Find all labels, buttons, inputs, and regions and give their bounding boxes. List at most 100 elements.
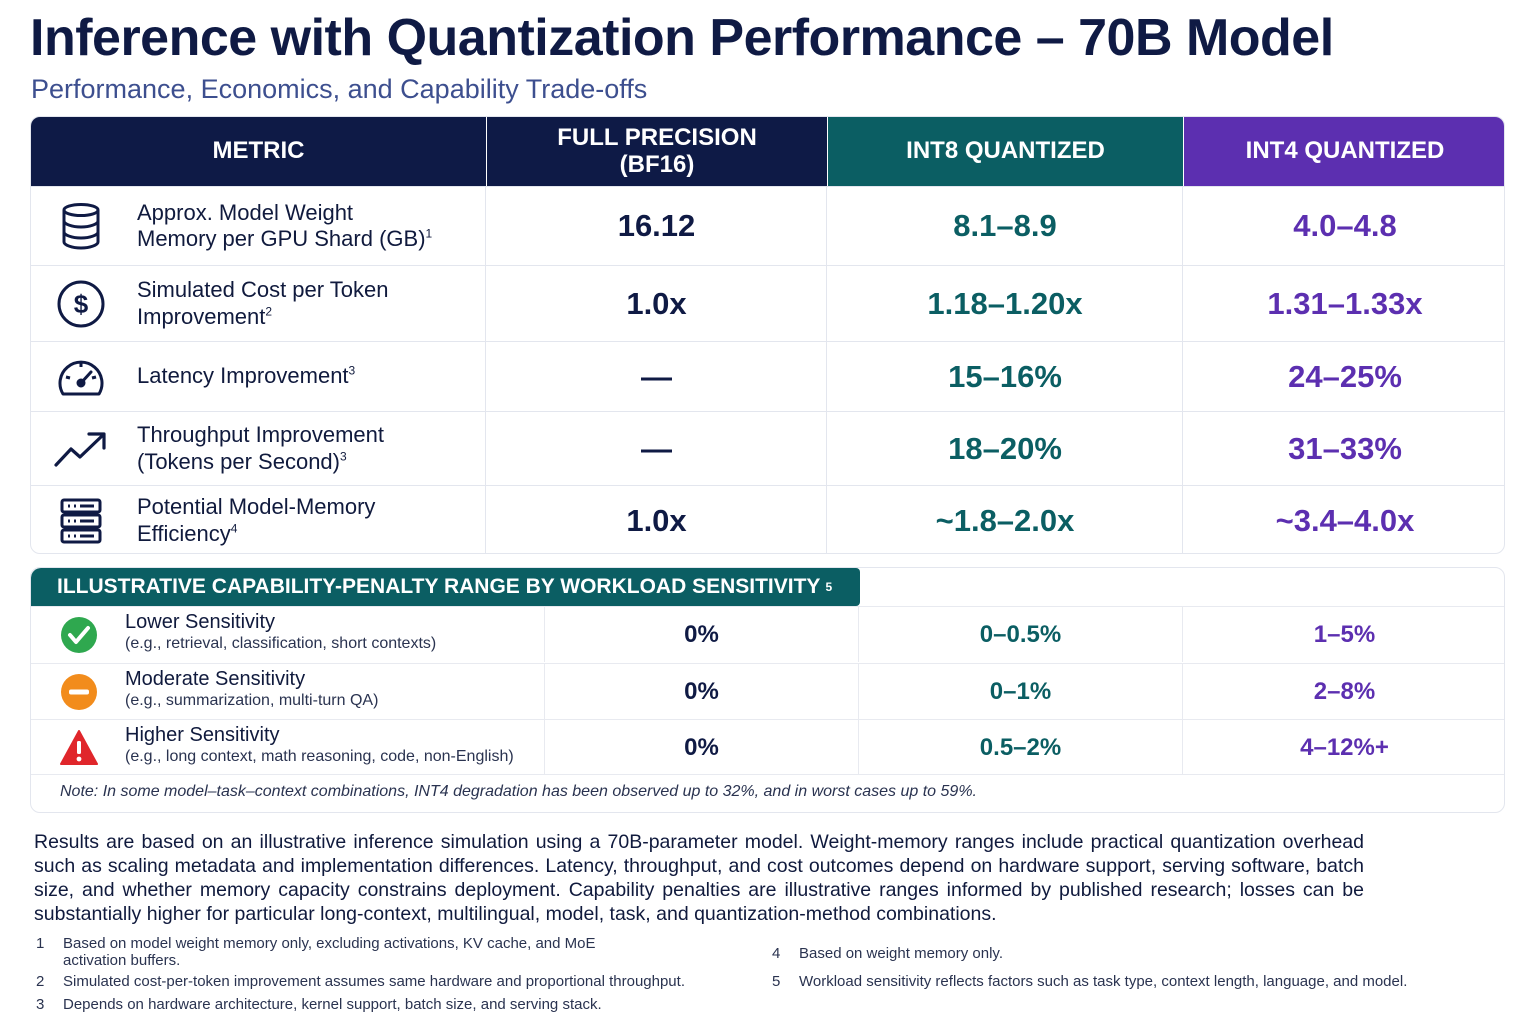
int4-penalty: 4–12%+ <box>1300 733 1389 761</box>
int4-penalty: 2–8% <box>1313 677 1376 705</box>
footnote-text: Based on model weight memory only, exclu… <box>63 935 596 969</box>
int8-penalty: 0.5–2% <box>859 720 1183 775</box>
capability-note: Note: In some model–task–context combina… <box>60 783 977 800</box>
table-row: Approx. Model Weight Memory per GPU Shar… <box>31 186 1504 265</box>
footnote-text: Workload sensitivity reflects factors su… <box>799 973 1408 990</box>
server-icon <box>53 493 109 549</box>
full-precision-value: 1.0x <box>487 486 827 553</box>
int8-penalty: 0–0.5% <box>859 607 1183 662</box>
database-icon <box>53 198 109 254</box>
int4-value: 1.31–1.33x <box>1267 285 1423 321</box>
sensitivity-cell: Moderate Sensitivity (e.g., summarizatio… <box>31 664 545 719</box>
metric-label-line2: (Tokens per Second) <box>137 448 340 474</box>
metric-label: Throughput Improvement (Tokens per Secon… <box>137 422 384 475</box>
metric-label: Latency Improvement3 <box>137 363 355 389</box>
sensitivity-row: Moderate Sensitivity (e.g., summarizatio… <box>31 663 1504 719</box>
full-precision-value: 1.0x <box>487 266 827 341</box>
sensitivity-desc: (e.g., summarization, multi-turn QA) <box>125 692 379 709</box>
speedometer-icon <box>53 349 109 405</box>
footnote-ref: 3 <box>348 363 356 378</box>
metric-label-line2: Efficiency <box>137 520 231 546</box>
metric-label: Approx. Model Weight Memory per GPU Shar… <box>137 200 432 253</box>
int4-value: 24–25% <box>1288 358 1402 394</box>
metric-cell: $ Simulated Cost per Token Improvement2 <box>31 266 486 341</box>
full-precision-value: 16.12 <box>487 187 827 265</box>
int4-value: ~3.4–4.0x <box>1275 502 1415 538</box>
sensitivity-desc: (e.g., long context, math reasoning, cod… <box>125 748 514 765</box>
metric-label-line1: Potential Model-Memory <box>137 494 376 520</box>
int4-penalty: 1–5% <box>1313 620 1376 648</box>
metric-label-line1: Latency Improvement <box>137 363 349 389</box>
metric-label: Potential Model-Memory Efficiency4 <box>137 494 375 547</box>
footnote-ref: 3 <box>340 449 347 464</box>
sensitivity-cell: Higher Sensitivity (e.g., long context, … <box>31 720 545 775</box>
page-subtitle: Performance, Economics, and Capability T… <box>31 74 648 104</box>
sensitivity-text: Higher Sensitivity (e.g., long context, … <box>125 724 514 766</box>
summary-paragraph: Results are based on an illustrative inf… <box>34 831 1364 925</box>
metric-label: Simulated Cost per Token Improvement2 <box>137 277 389 330</box>
sensitivity-row: Higher Sensitivity (e.g., long context, … <box>31 719 1504 775</box>
full-precision-value: — <box>487 342 827 411</box>
sensitivity-desc: (e.g., retrieval, classification, short … <box>125 635 437 652</box>
header-full-line1: FULL PRECISION <box>557 124 757 152</box>
footnote-number: 3 <box>36 996 45 1013</box>
full-precision-penalty: 0% <box>545 607 859 662</box>
footnote-ref: 2 <box>265 304 273 319</box>
metric-label-line2: Memory per GPU Shard (GB) <box>137 226 426 251</box>
dollar-icon: $ <box>53 276 109 332</box>
table-row: Potential Model-Memory Efficiency4 1.0x … <box>31 485 1504 553</box>
int4-value: 31–33% <box>1288 430 1402 466</box>
metric-cell: Latency Improvement3 <box>31 342 486 411</box>
int8-value: ~1.8–2.0x <box>828 486 1183 553</box>
footnote: 3 Depends on hardware architecture, kern… <box>36 996 756 1013</box>
page-title: Inference with Quantization Performance … <box>30 9 1334 67</box>
header-int8: INT8 QUANTIZED <box>828 117 1183 186</box>
footnote-text: Based on weight memory only. <box>799 945 1003 962</box>
divider <box>31 774 1504 775</box>
sensitivity-row: Lower Sensitivity (e.g., retrieval, clas… <box>31 606 1504 662</box>
header-full-line2: (BF16) <box>619 150 695 178</box>
footnote: 5 Workload sensitivity reflects factors … <box>772 973 1492 990</box>
sensitivity-text: Lower Sensitivity (e.g., retrieval, clas… <box>125 611 436 653</box>
metric-cell: Approx. Model Weight Memory per GPU Shar… <box>31 187 486 265</box>
footnote-number: 5 <box>772 973 781 990</box>
header-int4: INT4 QUANTIZED <box>1184 117 1504 186</box>
minus-circle-icon <box>61 673 97 710</box>
footnote-number: 2 <box>36 973 45 990</box>
footnote-text: Depends on hardware architecture, kernel… <box>63 996 602 1013</box>
sensitivity-cell: Lower Sensitivity (e.g., retrieval, clas… <box>31 607 545 662</box>
sensitivity-name: Moderate Sensitivity <box>125 668 306 690</box>
header-full-precision: FULL PRECISION (BF16) <box>487 117 827 186</box>
capability-penalty-section: ILLUSTRATIVE CAPABILITY-PENALTY RANGE BY… <box>30 567 1505 813</box>
metric-cell: Throughput Improvement (Tokens per Secon… <box>31 412 486 485</box>
metric-label-line1: Approx. Model Weight <box>137 199 354 225</box>
int8-value: 1.18–1.20x <box>828 266 1183 341</box>
metric-label-line1: Simulated Cost per Token <box>137 277 389 303</box>
footnote: 1 Based on model weight memory only, exc… <box>36 935 596 969</box>
capability-header-text: ILLUSTRATIVE CAPABILITY-PENALTY RANGE BY… <box>57 575 821 598</box>
capability-header: ILLUSTRATIVE CAPABILITY-PENALTY RANGE BY… <box>31 568 860 606</box>
int8-value: 18–20% <box>828 412 1183 485</box>
table-row: Latency Improvement3 — 15–16% 24–25% <box>31 341 1504 411</box>
full-precision-value: — <box>487 412 827 485</box>
footnote: 2 Simulated cost-per-token improvement a… <box>36 973 756 990</box>
metric-label-line1: Throughput Improvement <box>137 422 385 448</box>
footnote-ref: 4 <box>230 521 238 536</box>
int8-penalty: 0–1% <box>859 664 1183 719</box>
footnote-text: Simulated cost-per-token improvement ass… <box>63 973 685 990</box>
footnote-number: 4 <box>772 945 781 962</box>
svg-text:$: $ <box>74 289 89 319</box>
footnote-ref: 1 <box>425 226 433 241</box>
metric-cell: Potential Model-Memory Efficiency4 <box>31 486 486 553</box>
header-metric: METRIC <box>31 117 486 186</box>
sensitivity-name: Lower Sensitivity <box>125 611 276 633</box>
int4-value: 4.0–4.8 <box>1293 208 1397 243</box>
comparison-table: METRIC FULL PRECISION (BF16) INT8 QUANTI… <box>30 116 1505 554</box>
metric-label-line2: Improvement <box>137 303 266 329</box>
int8-value: 8.1–8.9 <box>828 187 1183 265</box>
table-row: Throughput Improvement (Tokens per Secon… <box>31 411 1504 485</box>
sensitivity-name: Higher Sensitivity <box>125 724 280 746</box>
trending-up-icon <box>53 421 109 477</box>
footnote-number: 1 <box>36 935 45 952</box>
full-precision-penalty: 0% <box>545 720 859 775</box>
